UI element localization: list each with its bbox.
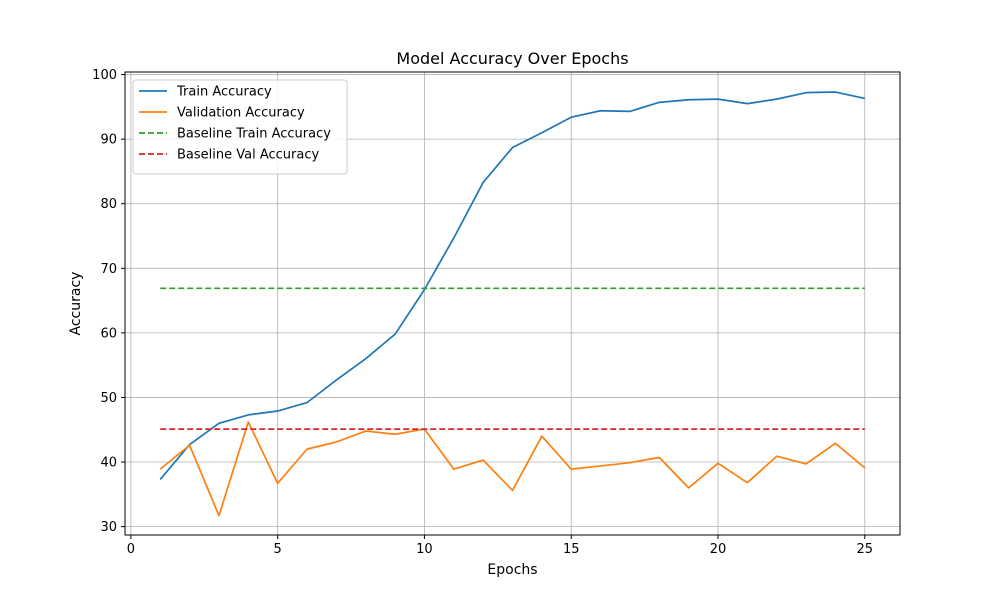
x-tick-label: 20 <box>710 542 727 557</box>
x-axis-label: Epochs <box>487 562 537 578</box>
x-tick-label: 15 <box>563 542 580 557</box>
y-tick-label: 100 <box>92 68 117 83</box>
x-tick-label: 0 <box>127 542 135 557</box>
x-tick-label: 25 <box>856 542 873 557</box>
series-line-1 <box>159 91 865 481</box>
legend-label-1: Train Accuracy <box>176 85 272 100</box>
plot-frame <box>124 71 901 536</box>
y-tick-label: 80 <box>100 197 117 212</box>
y-tick-label: 40 <box>100 456 117 471</box>
legend-label-2: Validation Accuracy <box>177 106 305 121</box>
y-tick-label: 30 <box>100 520 117 535</box>
legend-label-4: Baseline Val Accuracy <box>177 148 320 163</box>
x-tick-label: 10 <box>416 542 433 557</box>
y-tick-label: 90 <box>100 133 117 148</box>
ticks-layer: 0 5 10 15 20 25 30 40 50 60 70 80 90 100 <box>92 68 873 557</box>
legend: Train Accuracy Validation Accuracy Baselin… <box>132 79 348 175</box>
grid-layer <box>125 72 900 535</box>
legend-label-3: Baseline Train Accuracy <box>177 127 331 142</box>
series-layer <box>159 91 866 517</box>
y-axis-label: Accuracy <box>68 272 84 336</box>
y-tick-label: 70 <box>100 262 117 277</box>
x-tick-label: 5 <box>274 542 282 557</box>
legend-box <box>132 79 348 175</box>
series-line-2 <box>159 421 866 517</box>
y-tick-label: 60 <box>100 326 117 341</box>
chart-title: Model Accuracy Over Epochs <box>396 49 628 68</box>
y-tick-label: 50 <box>100 391 117 406</box>
